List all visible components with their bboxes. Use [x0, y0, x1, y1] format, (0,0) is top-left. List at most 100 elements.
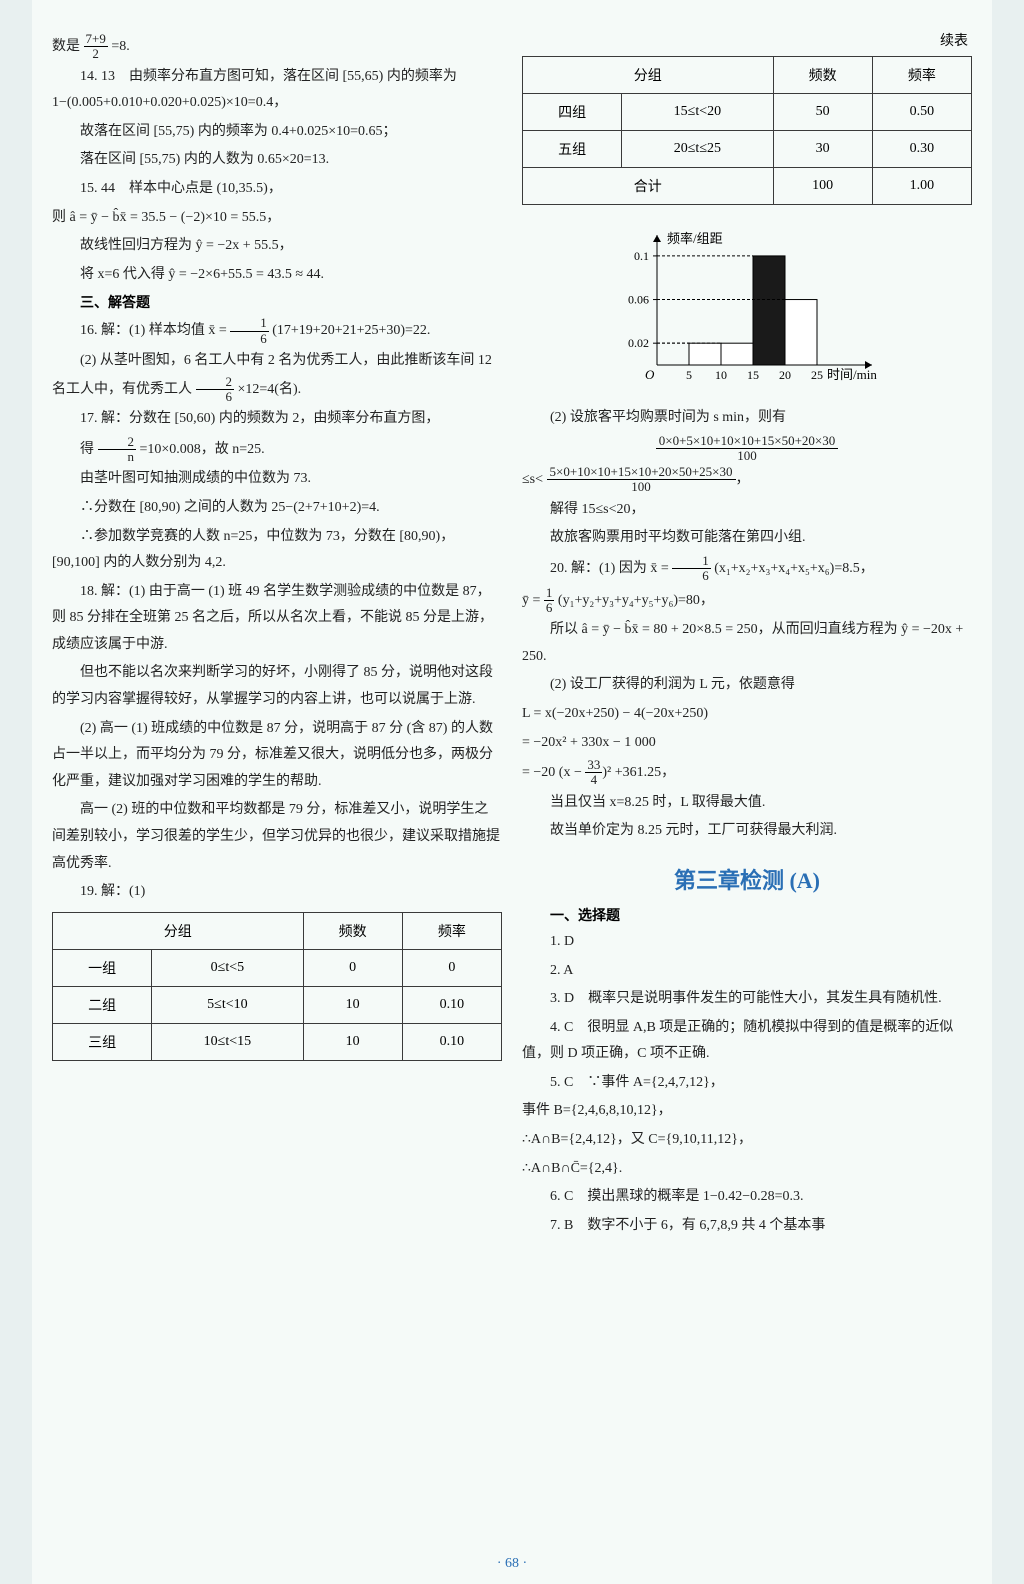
page-number: · 68 · — [32, 1556, 992, 1572]
p: L = x(−20x+250) − 4(−20x+250) — [522, 701, 972, 728]
th: 频数 — [773, 57, 872, 94]
txt: +361.25， — [615, 765, 675, 780]
p: (2) 设工厂获得的利润为 L 元，依题意得 — [522, 672, 972, 699]
p: 则 â = ȳ − b̂x̄ = 35.5 − (−2)×10 = 55.5， — [52, 205, 502, 232]
td: 10≤t<15 — [152, 1023, 303, 1060]
td: 四组 — [523, 94, 622, 131]
txt: ×12=4(名). — [238, 382, 302, 397]
left-column: 数是 7+92 =8. 14. 13 由频率分布直方图可知，落在区间 [55,6… — [52, 30, 502, 1241]
p: 15. 44 样本中心点是 (10,35.5)， — [52, 176, 502, 203]
answer: 7. B 数字不小于 6，有 6,7,8,9 共 4 个基本事 — [522, 1213, 972, 1240]
p: ∴参加数学竞赛的人数 n=25，中位数为 73，分数在 [80,90)，[90,… — [52, 524, 502, 577]
p: 将 x=6 代入得 ŷ = −2×6+55.5 = 43.5 ≈ 44. — [52, 262, 502, 289]
txt: 16. 解：(1) 样本均值 x̄ = — [80, 323, 227, 338]
p: (2) 高一 (1) 班成绩的中位数是 87 分，说明高于 87 分 (含 87… — [52, 716, 502, 796]
td: 10 — [303, 1023, 402, 1060]
p: (2) 从茎叶图知，6 名工人中有 2 名为优秀工人，由此推断该车间 12 名工… — [52, 348, 502, 404]
table-row: 合计 100 1.00 — [523, 168, 972, 205]
td: 0.10 — [402, 986, 501, 1023]
p: 17. 解：分数在 [50,60) 内的频数为 2，由频率分布直方图， — [52, 406, 502, 433]
table-row: 五组 20≤t≤25 30 0.30 — [523, 131, 972, 168]
continued-label: 续表 — [522, 30, 972, 50]
section-heading: 一、选择题 — [522, 905, 972, 925]
td: 二组 — [53, 986, 152, 1023]
answer: 事件 B={2,4,6,8,10,12}， — [522, 1098, 972, 1125]
p: 故线性回归方程为 ŷ = −2x + 55.5， — [52, 233, 502, 260]
p: 19. 解：(1) — [52, 879, 502, 906]
answer: 6. C 摸出黑球的概率是 1−0.42−0.28=0.3. — [522, 1184, 972, 1211]
td: 0.30 — [872, 131, 971, 168]
table-row: 三组 10≤t<15 10 0.10 — [53, 1023, 502, 1060]
txt: =8. — [111, 39, 129, 54]
td: 30 — [773, 131, 872, 168]
txt: = −20 — [522, 765, 555, 780]
p: 故落在区间 [55,75) 内的频率为 0.4+0.025×10=0.65； — [52, 119, 502, 146]
p: 所以 â = ȳ − b̂x̄ = 80 + 20×8.5 = 250，从而回归… — [522, 617, 972, 670]
section-title: 第三章检测 (A) — [522, 863, 972, 895]
td: 20≤t≤25 — [622, 131, 773, 168]
fraction: 334 — [585, 758, 602, 788]
svg-text:O: O — [645, 367, 655, 382]
p: = −20 (x − 334)² +361.25， — [522, 758, 972, 788]
txt: 数是 — [52, 39, 80, 54]
p: 故当单价定为 8.25 元时，工厂可获得最大利润. — [522, 818, 972, 845]
p: 落在区间 [55,75) 内的人数为 0.65×20=13. — [52, 147, 502, 174]
p: 当且仅当 x=8.25 时，L 取得最大值. — [522, 790, 972, 817]
svg-text:0.1: 0.1 — [634, 249, 649, 263]
svg-text:20: 20 — [779, 368, 791, 382]
txt: =10×0.008，故 n=25. — [140, 442, 265, 457]
svg-text:时间/min: 时间/min — [827, 367, 877, 382]
p: 20. 解：(1) 因为 x̄ = 16 (x₁+x₂+x₃+x₄+x₅+x₆)… — [522, 554, 972, 584]
td: 100 — [773, 168, 872, 205]
p: ȳ = 16 (y₁+y₂+y₃+y₄+y₅+y₆)=80， — [522, 586, 972, 616]
answer: 3. D 概率只是说明事件发生的可能性大小，其发生具有随机性. — [522, 986, 972, 1013]
fraction: 0×0+5×10+10×10+15×50+20×30100 — [656, 434, 838, 464]
txt: ≤s< — [522, 472, 543, 487]
svg-text:频率/组距: 频率/组距 — [667, 231, 723, 246]
p: 解得 15≤s<20， — [522, 497, 972, 524]
fraction: 26 — [196, 375, 235, 405]
p: 得 2n =10×0.008，故 n=25. — [52, 435, 502, 465]
fraction: 16 — [672, 554, 711, 584]
svg-text:25: 25 — [811, 368, 823, 382]
txt: 得 — [80, 442, 94, 457]
td: 三组 — [53, 1023, 152, 1060]
td: 10 — [303, 986, 402, 1023]
td: 50 — [773, 94, 872, 131]
txt: 20. 解：(1) 因为 x̄ = — [550, 561, 669, 576]
table-row: 分组 频数 频率 — [53, 912, 502, 949]
p: ∴分数在 [80,90) 之间的人数为 25−(2+7+10+2)=4. — [52, 495, 502, 522]
td: 一组 — [53, 949, 152, 986]
p: = −20x² + 330x − 1 000 — [522, 730, 972, 757]
svg-text:15: 15 — [747, 368, 759, 382]
p: 数是 7+92 =8. — [52, 32, 502, 62]
th: 频率 — [872, 57, 971, 94]
table-row: 二组 5≤t<10 10 0.10 — [53, 986, 502, 1023]
p: 14. 13 由频率分布直方图可知，落在区间 [55,65) 内的频率为 1−(… — [52, 64, 502, 117]
p: 高一 (2) 班的中位数和平均数都是 79 分，标准差又小，说明学生之间差别较小… — [52, 797, 502, 877]
table-row: 一组 0≤t<5 0 0 — [53, 949, 502, 986]
fraction: 7+92 — [84, 32, 108, 62]
table-row: 四组 15≤t<20 50 0.50 — [523, 94, 972, 131]
table-1: 分组 频数 频率 一组 0≤t<5 0 0 二组 5≤t<10 10 0.10 … — [52, 912, 502, 1061]
td: 0.50 — [872, 94, 971, 131]
svg-text:5: 5 — [686, 368, 692, 382]
p: 由茎叶图可知抽测成绩的中位数为 73. — [52, 466, 502, 493]
formula: 0×0+5×10+10×10+15×50+20×30100 — [522, 434, 972, 464]
answer: ∴A∩B∩C̄={2,4}. — [522, 1156, 972, 1183]
td: 0.10 — [402, 1023, 501, 1060]
table-2: 分组 频数 频率 四组 15≤t<20 50 0.50 五组 20≤t≤25 3… — [522, 56, 972, 205]
answer: 4. C 很明显 A,B 项是正确的；随机模拟中得到的值是概率的近似值，则 D … — [522, 1015, 972, 1068]
td: 0≤t<5 — [152, 949, 303, 986]
fraction: 5×0+10×10+15×10+20×50+25×30100 — [547, 465, 736, 495]
txt: ȳ = — [522, 593, 540, 608]
p: (2) 设旅客平均购票时间为 s min，则有 — [522, 405, 972, 432]
p: 但也不能以名次来判断学习的好坏，小刚得了 85 分，说明他对这段的学习内容掌握得… — [52, 660, 502, 713]
p: 16. 解：(1) 样本均值 x̄ = 16 (17+19+20+21+25+3… — [52, 316, 502, 346]
svg-text:0.02: 0.02 — [628, 336, 649, 350]
p: 故旅客购票用时平均数可能落在第四小组. — [522, 525, 972, 552]
txt: (y₁+y₂+y₃+y₄+y₅+y₆)=80， — [558, 593, 714, 608]
th: 频率 — [402, 912, 501, 949]
td: 5≤t<10 — [152, 986, 303, 1023]
txt: (x₁+x₂+x₃+x₄+x₅+x₆)=8.5， — [714, 561, 873, 576]
